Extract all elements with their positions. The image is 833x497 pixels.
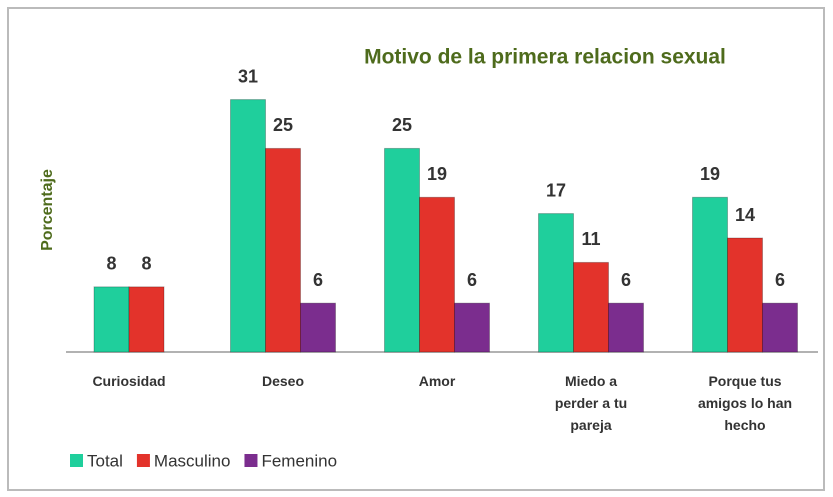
bar <box>93 286 130 353</box>
legend-label: Masculino <box>154 451 231 470</box>
legend-swatch <box>244 454 258 467</box>
x-tick-label: Porque tus amigos lo han hecho <box>698 373 792 433</box>
bar <box>692 196 728 353</box>
legend-swatch <box>136 454 150 467</box>
bar <box>230 99 266 353</box>
value-label: 14 <box>735 205 755 225</box>
value-label: 17 <box>546 180 566 200</box>
bar <box>762 302 798 353</box>
bar <box>727 237 763 353</box>
legend-label: Total <box>87 451 123 470</box>
bar <box>384 147 420 353</box>
value-label: 6 <box>621 270 631 290</box>
value-label: 19 <box>700 164 720 184</box>
legend-swatch <box>70 454 83 467</box>
bar <box>419 196 455 353</box>
bar <box>128 286 165 353</box>
value-label: 11 <box>581 229 600 249</box>
value-label: 31 <box>238 66 258 86</box>
x-tick-label: Curiosidad <box>92 373 165 389</box>
bar <box>300 302 336 353</box>
value-label: 6 <box>313 270 323 290</box>
bar <box>573 261 609 353</box>
value-label: 8 <box>106 254 116 274</box>
value-label: 19 <box>427 164 447 184</box>
value-label: 6 <box>775 270 785 290</box>
legend-label: Femenino <box>261 451 337 470</box>
bar <box>265 147 301 353</box>
bar <box>538 213 574 353</box>
bar <box>454 302 490 353</box>
value-label: 25 <box>273 115 293 135</box>
value-label: 6 <box>467 270 477 290</box>
x-tick-label: Deseo <box>262 373 304 389</box>
x-tick-label: Amor <box>419 373 456 389</box>
x-tick-label: Miedo a perder a tu pareja <box>555 373 627 433</box>
value-label: 8 <box>141 254 151 274</box>
bar <box>608 302 644 353</box>
y-axis-label: Porcentaje <box>39 169 56 251</box>
chart-title: Motivo de la primera relacion sexual <box>364 46 726 69</box>
value-label: 25 <box>392 115 412 135</box>
